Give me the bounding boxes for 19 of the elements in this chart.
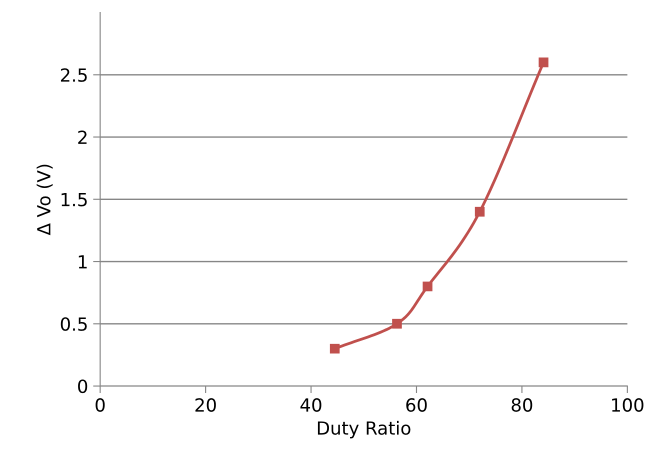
point — [538, 57, 548, 68]
y-tick-label: 1 — [78, 255, 87, 268]
x-tick-label: 0 — [96, 398, 105, 412]
y-tick-label: 1.5 — [62, 192, 87, 206]
point — [330, 344, 340, 354]
point — [422, 282, 432, 292]
y-tick-label: 2 — [78, 130, 87, 144]
y-tick-label: 2.5 — [60, 68, 87, 82]
y-axis-title: Δ Vo (V) — [36, 164, 53, 236]
y-tick-label: 0.5 — [60, 317, 87, 331]
point — [474, 206, 485, 217]
x-tick-label: 80 — [512, 398, 532, 412]
x-tick-label: 20 — [195, 398, 216, 412]
y-tick-label: 0 — [78, 380, 88, 394]
point — [392, 318, 402, 329]
x-axis-title: Duty Ratio — [318, 420, 410, 438]
x-tick-label: 40 — [300, 398, 322, 412]
x-tick-label: 100 — [612, 398, 644, 412]
x-tick-label: 60 — [406, 398, 427, 412]
